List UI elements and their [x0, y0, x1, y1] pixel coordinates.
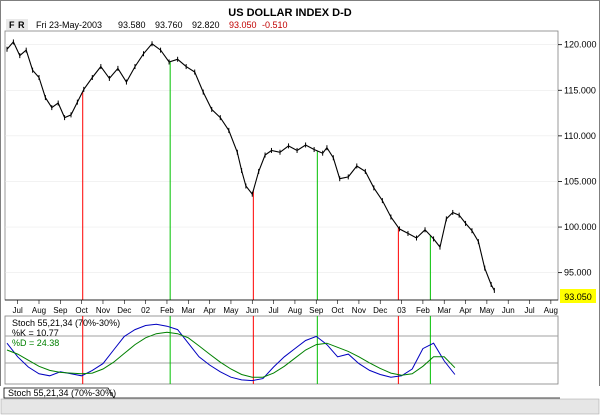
- price-y-tick-label: 115.000: [564, 85, 596, 95]
- header-date: Fri 23-May-2003: [36, 20, 102, 30]
- date-tick-label: Mar: [181, 306, 195, 315]
- date-tick-label: 02: [141, 306, 150, 315]
- date-tick-label: Oct: [331, 306, 344, 315]
- date-axis: Jul Aug Sep Oct Nov Dec 02 Feb Mar Apr May Jun Jul Au…: [13, 300, 558, 315]
- horizontal-scrollbar[interactable]: [0, 398, 600, 415]
- stoch-title: Stoch 55,21,34 (70%-30%): [12, 318, 120, 328]
- stoch-d-line: [6, 331, 456, 378]
- fr-flags-bg: [6, 19, 28, 30]
- price-plot-area: [4, 30, 559, 301]
- last-price-label: 93.050: [564, 292, 592, 302]
- last-price-box: [560, 289, 596, 303]
- header-close: 93.050: [229, 20, 257, 30]
- stoch-panel: [4, 315, 559, 385]
- stoch-k-line: [6, 323, 456, 382]
- date-tick-label: Apr: [459, 306, 472, 315]
- date-tick-label: May: [223, 306, 238, 315]
- price-y-tick-label: 105.000: [564, 176, 597, 186]
- date-tick-label: 03: [397, 306, 406, 315]
- price-y-tick-label: 120.000: [564, 40, 597, 50]
- date-tick-label: Sep: [309, 306, 324, 315]
- date-tick-label: Jun: [502, 306, 515, 315]
- stoch-d-label: %D = 24.38: [12, 338, 59, 348]
- price-grid: [5, 44, 558, 273]
- date-tick-label: Feb: [160, 306, 174, 315]
- date-tick-label: Aug: [544, 306, 558, 315]
- signal-lines: [82, 61, 431, 300]
- date-tick-label: Aug: [32, 306, 46, 315]
- date-tick-label: Nov: [352, 306, 366, 315]
- price-bar-ticks: [6, 39, 495, 293]
- date-tick-label: Jul: [13, 306, 23, 315]
- stoch-k-label: %K = 10.77: [12, 328, 59, 338]
- date-tick-label: May: [479, 306, 494, 315]
- flag-f[interactable]: F: [9, 20, 15, 30]
- header-change: -0.510: [262, 20, 288, 30]
- date-tick-label: Oct: [75, 306, 88, 315]
- tab-stoch-label: Stoch 55,21,34 (70%-30%): [8, 388, 116, 398]
- chart-title: US DOLLAR INDEX D-D: [228, 7, 352, 19]
- header-open: 93.580: [118, 20, 146, 30]
- date-tick-label: Dec: [117, 306, 131, 315]
- price-y-axis: 95.000 100.000 105.000 110.000 115.000 120.00…: [558, 40, 597, 278]
- date-tick-label: Feb: [416, 306, 430, 315]
- price-y-tick-label: 100.000: [564, 222, 597, 232]
- date-tick-label: Dec: [373, 306, 387, 315]
- date-tick-label: Apr: [203, 306, 216, 315]
- price-y-tick-label: 110.000: [564, 131, 596, 141]
- date-tick-label: Mar: [437, 306, 451, 315]
- date-tick-label: Aug: [288, 306, 302, 315]
- price-y-tick-label: 95.000: [564, 268, 592, 278]
- date-tick-label: Nov: [96, 306, 110, 315]
- date-tick-label: Jun: [246, 306, 259, 315]
- date-tick-label: Sep: [53, 306, 68, 315]
- date-tick-label: Jul: [268, 306, 278, 315]
- header-low: 92.820: [192, 20, 220, 30]
- date-tick-label: Jul: [524, 306, 534, 315]
- header-high: 93.760: [155, 20, 183, 30]
- flag-r[interactable]: R: [18, 20, 25, 30]
